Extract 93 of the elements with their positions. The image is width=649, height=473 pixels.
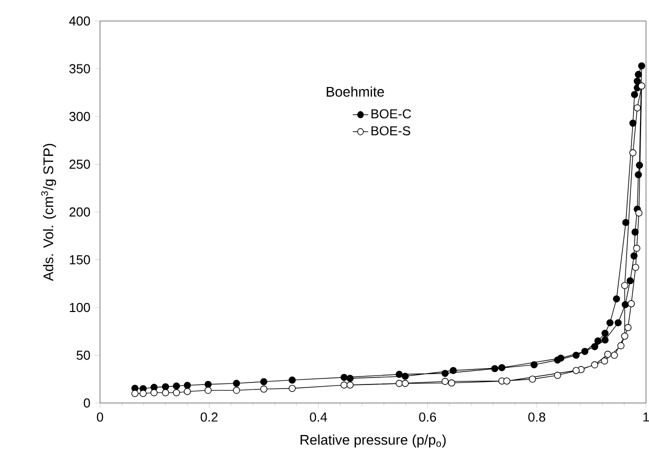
point	[557, 354, 564, 362]
point	[628, 300, 635, 308]
point	[442, 370, 449, 377]
point	[396, 380, 403, 387]
point	[131, 390, 138, 397]
point	[172, 382, 180, 390]
legend-label: BOE-S	[372, 126, 410, 136]
x-tick-label: 0.2	[200, 412, 218, 422]
point	[591, 343, 598, 350]
point	[622, 218, 630, 226]
x-tick-label: 0.4	[310, 412, 328, 422]
y-tick-label: 100	[70, 302, 90, 312]
x-axis-title: Relative pressure (p/p$_{o}$)	[300, 434, 446, 448]
point	[554, 372, 562, 379]
point	[629, 149, 636, 156]
point	[610, 352, 618, 359]
point	[612, 295, 620, 302]
point	[340, 382, 348, 389]
point	[503, 377, 510, 385]
point	[572, 366, 580, 374]
point	[150, 389, 158, 396]
point	[636, 162, 644, 169]
point	[617, 342, 624, 350]
point	[572, 352, 580, 359]
point	[288, 384, 296, 392]
point	[288, 376, 296, 384]
point	[629, 120, 636, 127]
point	[498, 364, 506, 372]
y-tick-label: 0	[84, 398, 90, 408]
point	[604, 350, 612, 358]
point	[602, 336, 609, 344]
point	[600, 357, 608, 365]
point	[450, 366, 457, 374]
point	[162, 383, 170, 390]
point	[204, 380, 212, 388]
y-tick-label: 400	[69, 16, 90, 26]
point	[630, 252, 638, 260]
point	[630, 90, 638, 98]
y-tick-label: 200	[70, 207, 90, 217]
point	[346, 374, 354, 382]
point	[162, 389, 170, 396]
point	[396, 370, 403, 378]
y-tick-label: 300	[69, 112, 90, 122]
y-tick-label: 250	[70, 160, 90, 169]
point	[634, 171, 642, 178]
point	[260, 378, 268, 386]
point	[632, 264, 640, 271]
legend-title: Boehmite	[326, 86, 384, 97]
point	[634, 104, 641, 112]
point	[633, 244, 640, 252]
point	[621, 282, 628, 290]
point	[581, 348, 588, 355]
point	[624, 324, 632, 332]
point	[528, 376, 536, 383]
point	[591, 361, 598, 368]
point	[232, 386, 240, 394]
x-tick-label: 1	[643, 412, 649, 422]
point	[172, 389, 180, 396]
point	[140, 390, 147, 397]
point	[204, 386, 212, 394]
point	[634, 78, 641, 85]
point	[184, 382, 191, 389]
point	[635, 209, 642, 217]
y-tick-label: 50	[76, 350, 90, 360]
point	[594, 337, 602, 344]
point	[491, 365, 498, 372]
y-axis-title: Ads. Vol. (cm$^{3}$/g STP)	[41, 144, 56, 281]
x-tick-label: 0	[96, 412, 104, 422]
point	[606, 319, 614, 326]
point	[638, 82, 646, 90]
point	[530, 361, 538, 368]
point	[232, 380, 240, 387]
point	[346, 382, 354, 389]
point	[402, 372, 409, 380]
point	[442, 378, 449, 385]
point	[402, 380, 409, 387]
y-tick-label: 350	[69, 64, 90, 74]
point	[260, 386, 268, 393]
point	[626, 277, 634, 284]
point	[634, 70, 642, 78]
point	[621, 332, 628, 340]
point	[638, 62, 646, 70]
legend-label: BOE-C	[372, 109, 412, 118]
point	[448, 379, 456, 386]
point	[614, 319, 622, 326]
point	[632, 228, 639, 236]
point	[622, 301, 629, 308]
point	[340, 374, 348, 381]
point	[184, 388, 191, 396]
point	[602, 330, 609, 337]
x-tick-label: 0.8	[528, 412, 546, 422]
y-tick-label: 150	[70, 255, 90, 264]
x-tick-label: 0.6	[419, 412, 436, 422]
